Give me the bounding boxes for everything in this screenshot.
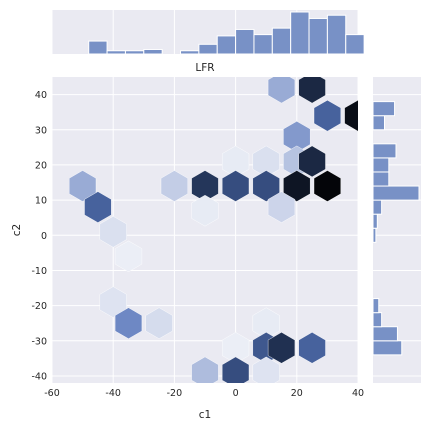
top-histogram-bar xyxy=(235,28,255,55)
y-axis-label: c2 xyxy=(11,224,23,236)
top-histogram-bar xyxy=(308,17,328,55)
hexbin xyxy=(84,191,112,223)
y-tick-label: 20 xyxy=(35,160,47,171)
top-histogram-bar xyxy=(216,35,237,55)
hexbin xyxy=(313,170,341,202)
top-histogram-bar xyxy=(143,48,163,55)
hexbin xyxy=(313,99,341,132)
hexbin xyxy=(160,170,189,202)
hexbin xyxy=(191,194,219,227)
top-histogram-bar xyxy=(88,40,108,55)
top-histogram-bar xyxy=(326,14,347,55)
hexbin-layer xyxy=(68,77,358,383)
chart-title: LFR xyxy=(195,62,214,74)
hexbin xyxy=(298,77,326,104)
y-tick-label: -40 xyxy=(31,371,47,382)
hexbin xyxy=(267,332,296,364)
y-tick-label: 10 xyxy=(35,196,47,207)
right-histogram-bar xyxy=(372,227,377,243)
hexbin xyxy=(68,170,97,202)
top-histogram-bar xyxy=(271,27,292,55)
right-histogram-bar xyxy=(372,199,383,215)
hexbin xyxy=(221,356,250,383)
hexbin xyxy=(191,356,219,383)
y-tick-label: -10 xyxy=(31,266,47,277)
right-histogram-bar xyxy=(372,340,403,356)
x-tick-label: -40 xyxy=(105,388,121,399)
y-tick-label: -30 xyxy=(31,336,47,347)
hexbin xyxy=(267,77,296,104)
x-axis-label: c1 xyxy=(199,409,211,421)
top-marginal-axes xyxy=(51,10,365,55)
hexbin xyxy=(221,170,250,202)
right-histogram-bar xyxy=(372,298,380,314)
hexbin xyxy=(283,170,311,202)
right-histogram-bar xyxy=(372,326,398,342)
y-tick-labels: -40 -30 -20 -10 0 10 20 30 40 xyxy=(31,90,47,382)
top-histogram-bar xyxy=(198,43,218,55)
x-tick-label: 40 xyxy=(352,388,364,399)
top-marginal-bars xyxy=(88,11,365,55)
y-tick-label: 30 xyxy=(35,125,47,136)
x-tick-label: 20 xyxy=(291,388,303,399)
right-histogram-bar xyxy=(372,157,390,173)
hexbin xyxy=(344,99,358,132)
hexbin xyxy=(252,170,280,202)
right-histogram-bar xyxy=(372,213,378,229)
x-tick-labels: -60 -40 -20 0 20 40 xyxy=(44,388,364,399)
right-histogram-bar xyxy=(372,143,397,159)
right-marginal-bars xyxy=(372,101,420,356)
y-tick-label: 0 xyxy=(41,231,47,242)
hexbin xyxy=(298,332,326,364)
top-histogram-bar xyxy=(106,50,126,55)
hexbin xyxy=(267,191,296,223)
hexbin xyxy=(99,286,127,318)
hexbin xyxy=(298,145,326,178)
top-histogram-bar xyxy=(124,50,145,55)
joint-axes: -60 -40 -20 0 20 40 -40 -30 -20 -10 0 10 20 30 40 xyxy=(31,77,364,399)
top-histogram-bar xyxy=(253,34,273,55)
hexbin xyxy=(114,307,143,339)
right-histogram-bar xyxy=(372,171,390,187)
hexbin xyxy=(145,307,173,339)
hexbin xyxy=(114,240,143,273)
x-tick-label: -60 xyxy=(44,388,60,399)
right-marginal-axes xyxy=(372,77,421,383)
top-histogram-bar xyxy=(290,11,310,55)
right-histogram-bar xyxy=(372,185,420,201)
top-histogram-bar xyxy=(180,50,200,55)
hexbin xyxy=(99,216,127,248)
right-histogram-bar xyxy=(372,312,383,328)
y-tick-label: -20 xyxy=(31,301,47,312)
x-tick-label: 0 xyxy=(233,388,239,399)
right-histogram-bar xyxy=(372,115,385,131)
top-histogram-bar xyxy=(345,34,365,55)
right-histogram-bar xyxy=(372,101,396,117)
x-tick-label: -20 xyxy=(167,388,183,399)
hexbin xyxy=(252,356,280,383)
y-tick-label: 40 xyxy=(35,90,47,101)
